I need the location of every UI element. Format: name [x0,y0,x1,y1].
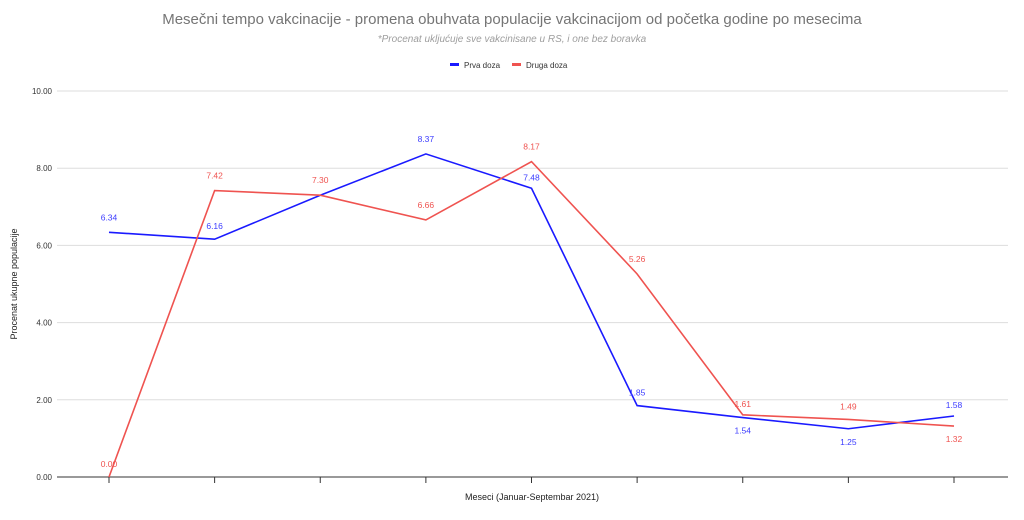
data-label: 1.25 [840,437,857,447]
data-label: 8.37 [418,134,435,144]
y-tick-label: 2.00 [36,396,52,405]
legend-swatch [450,63,459,66]
data-label: 5.26 [629,254,646,264]
y-tick-label: 0.00 [36,473,52,482]
legend-label: Druga doza [526,61,568,70]
chart-title: Mesečni tempo vakcinacije - promena obuh… [162,11,862,28]
data-label: 7.30 [312,175,329,185]
data-label: 1.32 [946,434,963,444]
chart-subtitle: *Procenat ukljućuje sve vakcinisane u RS… [378,34,647,45]
y-tick-label: 8.00 [36,164,52,173]
data-label: 6.16 [206,221,223,231]
y-axis-label: Procenat ukupne populacije [9,228,19,339]
data-label: 1.61 [734,399,751,409]
x-axis-label: Meseci (Januar-Septembar 2021) [465,492,599,502]
data-label: 7.42 [206,171,223,181]
data-label: 6.66 [418,200,435,210]
data-label: 0.00 [101,459,118,469]
data-label: 1.85 [629,388,646,398]
data-label: 8.17 [523,142,540,152]
legend: Prva doza Druga doza [450,61,568,70]
series-line-druga-doza [108,160,955,478]
legend-swatch [512,63,521,66]
data-label: 1.58 [946,400,963,410]
data-label: 7.48 [523,172,540,182]
data-label: 1.49 [840,401,857,411]
y-tick-label: 6.00 [36,241,52,250]
series-line-prva-doza [108,153,955,430]
data-label: 1.54 [734,426,751,436]
grid: 0.00 2.00 4.00 6.00 8.00 10.00 [32,87,1008,483]
legend-label: Prva doza [464,61,501,70]
y-tick-label: 10.00 [32,87,53,96]
data-label: 6.34 [101,212,118,222]
y-tick-label: 4.00 [36,319,52,328]
